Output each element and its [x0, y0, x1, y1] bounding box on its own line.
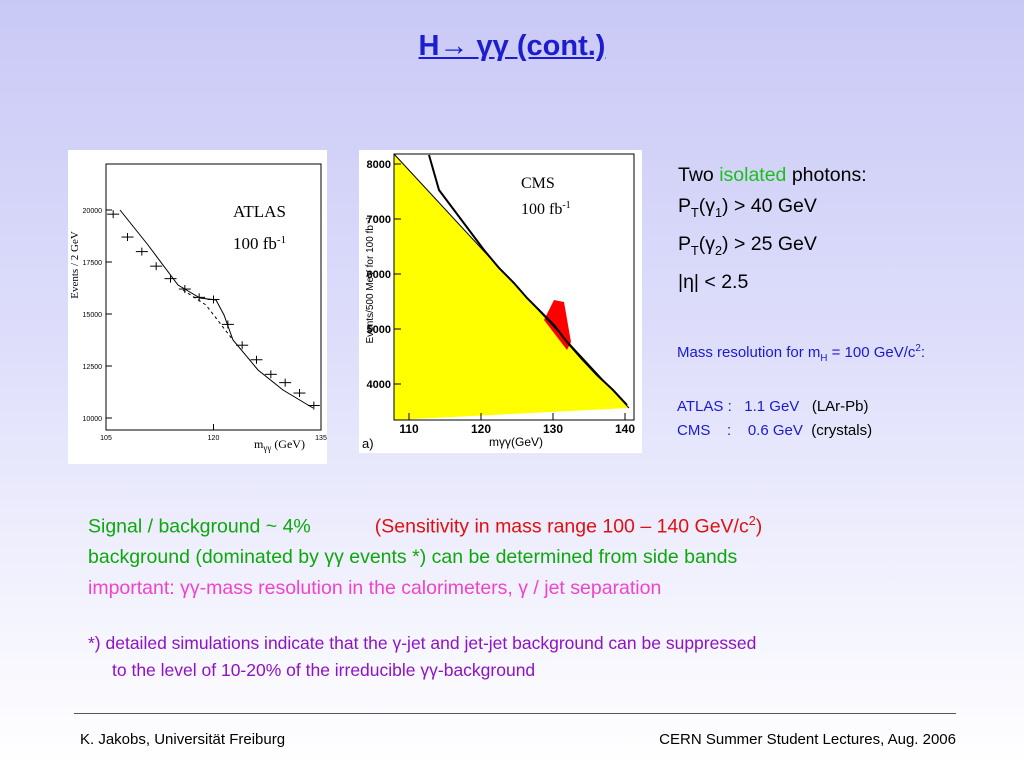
cms-y-tick-label: 7000 — [367, 214, 391, 226]
important-line: important: γγ-mass resolution in the cal… — [88, 576, 662, 599]
cms-histogram-edge — [393, 153, 630, 409]
atlas-data-points — [107, 210, 320, 410]
cms-x-tick-label: 110 — [399, 422, 419, 436]
cms-background-fill — [394, 154, 629, 420]
cms-x-tick-label: 140 — [615, 422, 635, 436]
atlas-background-curve — [182, 289, 234, 341]
cms-plot-svg: 8000 7000 6000 5000 4000 110 120 130 140 CMS 10… — [362, 153, 635, 451]
cms-x-ticks: 110 120 130 140 — [399, 413, 635, 436]
cms-x-tick-label: 120 — [471, 422, 491, 436]
footnote-line-1: *) detailed simulations indicate that th… — [88, 633, 757, 653]
atlas-y-tick-label: 17500 — [83, 260, 103, 267]
cms-y-tick-label: 4000 — [367, 379, 391, 391]
footnote: *) detailed simulations indicate that th… — [88, 630, 756, 684]
selection-cuts: Two isolated photons: PT(γ1) > 40 GeV PT… — [678, 160, 867, 298]
atlas-lumi: 100 fb-1 — [233, 234, 286, 253]
cuts-line-photons: Two isolated photons: — [678, 164, 867, 186]
cuts-line-pt1: PT(γ1) > 40 GeV — [678, 195, 817, 220]
cms-y-tick-label: 8000 — [367, 159, 391, 171]
cms-y-tick-label: 6000 — [367, 269, 391, 281]
mass-resolution: Mass resolution for mH = 100 GeV/c2: ATL… — [677, 337, 925, 443]
atlas-x-tick-label: 135 — [315, 435, 327, 442]
cms-label: CMS — [521, 175, 555, 192]
atlas-y-tick-label: 10000 — [83, 416, 103, 423]
atlas-plot-svg: 20000 17500 15000 12500 10000 105 120 135 ATLA… — [69, 163, 327, 453]
cms-x-tick-label: 130 — [543, 422, 563, 436]
atlas-x-tick-label: 105 — [100, 435, 112, 442]
atlas-y-tick-label: 15000 — [83, 312, 103, 319]
cms-y-label: Events/500 MeV for 100 fb⁻¹ — [365, 216, 376, 344]
atlas-x-tick-label: 120 — [208, 435, 220, 442]
atlas-plot: 20000 17500 15000 12500 10000 105 120 135 ATLA… — [68, 150, 327, 464]
cuts-line-eta: |η| < 2.5 — [678, 270, 749, 293]
atlas-y-tick-label: 20000 — [83, 208, 103, 215]
resolution-cms: CMS : 0.6 GeV (crystals) — [677, 422, 873, 439]
background-line: background (dominated by γγ events *) ca… — [88, 546, 738, 568]
cms-lumi: 100 fb-1 — [521, 200, 571, 218]
cuts-line-pt2: PT(γ2) > 25 GeV — [678, 232, 817, 258]
atlas-signal-curve — [119, 209, 314, 409]
slide-title: H→ γγ (cont.) — [418, 30, 606, 62]
footnote-line-2: to the level of 10-20% of the irreducibl… — [112, 660, 536, 680]
atlas-x-ticks: 105 120 135 — [100, 424, 327, 442]
atlas-y-ticks: 20000 17500 15000 12500 10000 — [83, 208, 112, 423]
resolution-heading: Mass resolution for mH = 100 GeV/c2: — [677, 343, 926, 364]
cms-y-tick-label: 5000 — [367, 324, 391, 336]
cms-frame — [393, 153, 635, 421]
atlas-label: ATLAS — [233, 202, 286, 221]
resolution-atlas: ATLAS : 1.1 GeV (LAr-Pb) — [677, 398, 869, 415]
atlas-y-tick-label: 12500 — [83, 364, 103, 371]
cms-x-label: mγγ(GeV) — [489, 435, 543, 449]
cms-y-ticks: 8000 7000 6000 5000 4000 — [367, 159, 401, 391]
body-text: Signal / background ~ 4% (Sensitivity in … — [88, 506, 762, 603]
footer-author: K. Jakobs, Universität Freiburg — [80, 731, 286, 748]
atlas-y-label: Events / 2 GeV — [69, 231, 81, 299]
signal-background-line: Signal / background ~ 4% (Sensitivity in … — [88, 514, 763, 538]
cms-panel-tag: a) — [362, 436, 374, 451]
footer-rule — [74, 713, 956, 714]
cms-plot: 8000 7000 6000 5000 4000 110 120 130 140 CMS 10… — [359, 150, 642, 453]
atlas-x-label: mγγ (GeV) — [254, 437, 305, 453]
footer-event: CERN Summer Student Lectures, Aug. 2006 — [659, 731, 956, 748]
